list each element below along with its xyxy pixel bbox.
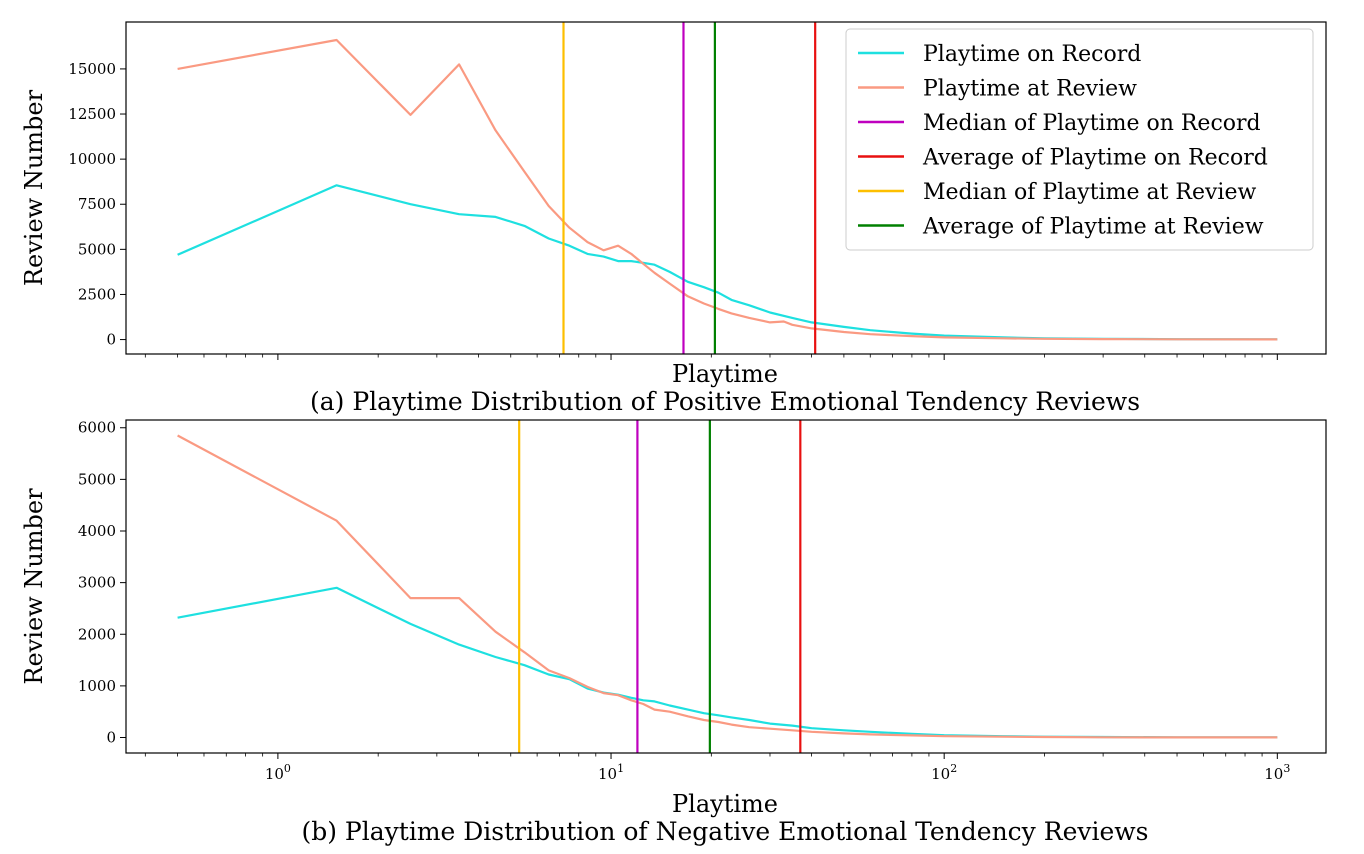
panel-negative: 0 1000 2000 3000 4000 5000 6000 100 101 102 103 Re… <box>20 419 1327 846</box>
positive-ytick-label: 2500 <box>78 285 116 303</box>
negative-ytick-label: 2000 <box>78 625 116 643</box>
panel-negative-xlabel: Playtime <box>672 790 778 818</box>
legend-entry-median-of-playtime-at-review: Median of Playtime at Review <box>858 180 1256 205</box>
panel-negative-ylabel: Review Number <box>20 488 48 685</box>
positive-ytick-label: 10000 <box>68 150 116 168</box>
legend-entry-average-of-playtime-at-review: Average of Playtime at Review <box>858 215 1264 240</box>
positive-series-playtime-on-record <box>177 184 1278 341</box>
legend-label: Median of Playtime on Record <box>923 111 1261 136</box>
legend-label: Average of Playtime at Review <box>922 215 1264 240</box>
negative-ytick-label: 6000 <box>78 419 116 437</box>
panel-positive: 0 2500 5000 7500 10000 12500 15000 Playtime on… <box>20 21 1327 416</box>
panel-positive-ylabel: Review Number <box>20 89 48 286</box>
positive-ytick-label: 5000 <box>78 240 116 258</box>
legend-entry-average-of-playtime-on-record: Average of Playtime on Record <box>858 146 1268 171</box>
positive-ytick-label: 7500 <box>78 195 116 213</box>
panel-positive-caption: (a) Playtime Distribution of Positive Em… <box>310 387 1140 416</box>
panel-positive-frame <box>125 21 1327 355</box>
negative-ytick-label: 1000 <box>78 677 116 695</box>
negative-xtick-label: 100 <box>265 762 291 783</box>
positive-ytick-label: 0 <box>106 331 116 349</box>
panel-positive-series <box>177 22 1278 354</box>
legend-label: Median of Playtime at Review <box>923 180 1256 205</box>
negative-series-playtime-at-review <box>177 434 1278 739</box>
negative-ytick-label: 5000 <box>78 470 116 488</box>
legend-entry-median-of-playtime-on-record: Median of Playtime on Record <box>858 111 1261 136</box>
panel-negative-ticks: 0 1000 2000 3000 4000 5000 6000 100 101 102 103 <box>78 419 1291 783</box>
negative-ytick-label: 0 <box>106 729 116 747</box>
legend-entry-playtime-at-review: Playtime at Review <box>858 77 1137 102</box>
legend-entry-playtime-on-record: Playtime on Record <box>858 42 1141 67</box>
legend-label: Playtime at Review <box>923 77 1137 102</box>
panel-negative-caption: (b) Playtime Distribution of Negative Em… <box>301 817 1148 846</box>
legend-frame <box>845 28 1314 251</box>
panel-negative-series <box>177 420 1278 753</box>
positive-ytick-label: 12500 <box>68 105 116 123</box>
negative-xtick-label: 102 <box>931 762 957 783</box>
negative-series-playtime-on-record <box>177 586 1278 739</box>
panel-positive-xlabel: Playtime <box>672 360 778 388</box>
legend-label: Average of Playtime on Record <box>922 146 1268 171</box>
panel-positive-ticks: 0 2500 5000 7500 10000 12500 15000 <box>68 60 1278 360</box>
negative-ytick-label: 3000 <box>78 574 116 592</box>
positive-series-playtime-at-review <box>177 38 1278 341</box>
panel-negative-frame <box>125 419 1327 754</box>
negative-ytick-label: 4000 <box>78 522 116 540</box>
positive-ytick-label: 15000 <box>68 60 116 78</box>
negative-xtick-label: 101 <box>598 762 624 783</box>
negative-xtick-label: 103 <box>1264 762 1290 783</box>
legend-label: Playtime on Record <box>923 42 1141 67</box>
legend: Playtime on Record Playtime at Review Medi… <box>845 28 1314 251</box>
